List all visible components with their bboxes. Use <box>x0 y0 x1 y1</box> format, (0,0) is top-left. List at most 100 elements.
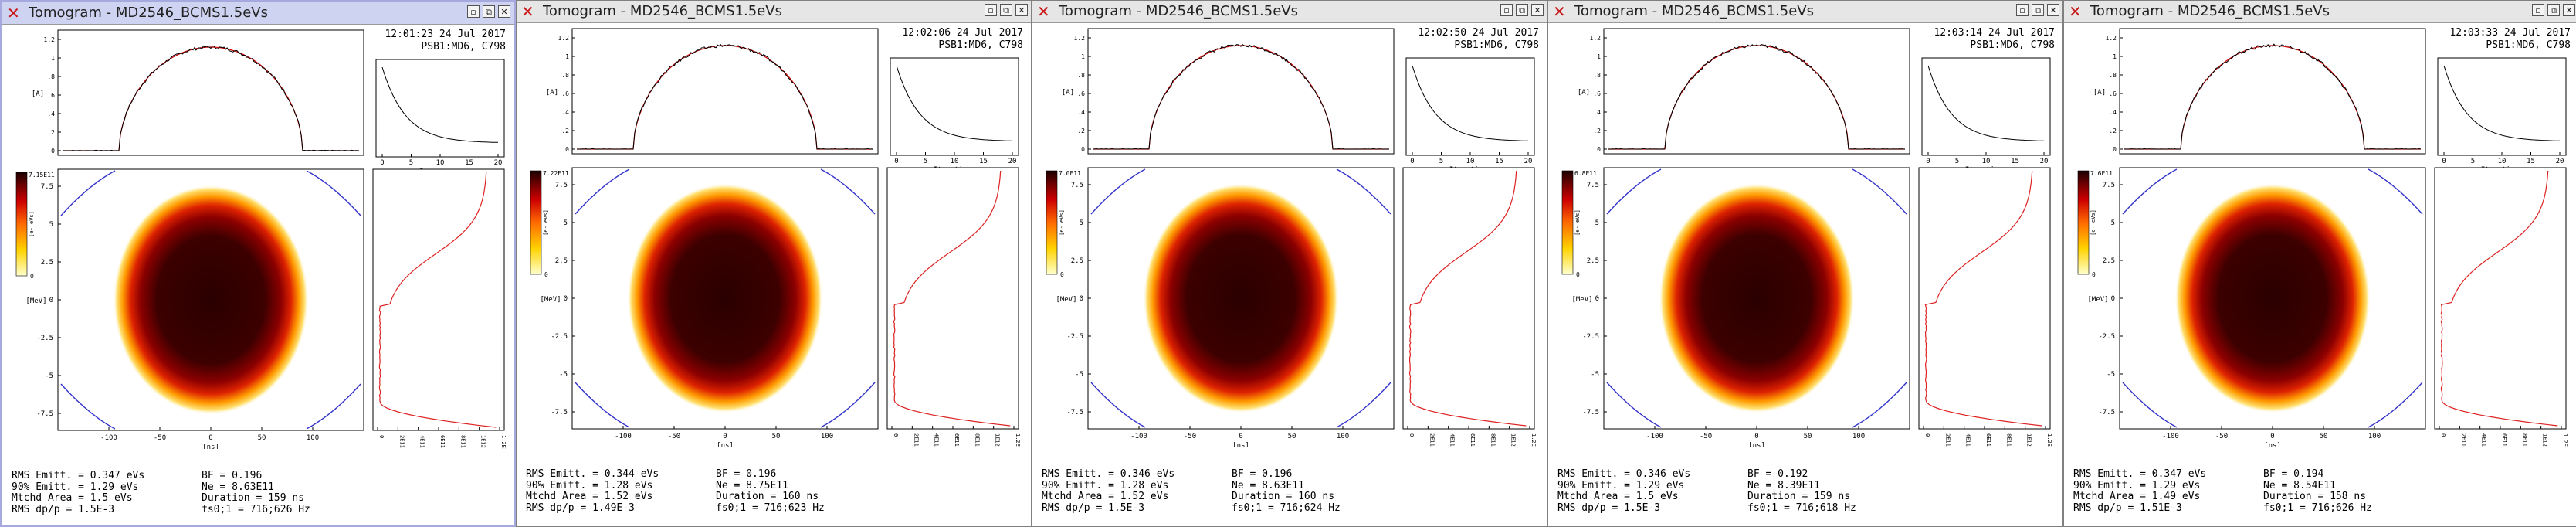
phase-ytick-label: 0 <box>1595 295 1599 303</box>
colorbar <box>15 172 28 277</box>
matched-area: Mtchd Area = 1.52 eVs <box>1042 491 1169 502</box>
phase-space-density <box>113 185 309 415</box>
phase-xtick-label: 50 <box>1804 433 1812 440</box>
app-close-x-icon[interactable]: ✕ <box>521 2 534 21</box>
window-titlebar[interactable]: ✕ Tomogram - MD2546_BCMS1.5eVs ▫ ⧉ ✕ <box>1548 1 2062 23</box>
phase-xtick-label: 50 <box>2320 433 2328 440</box>
profile-line <box>62 45 359 151</box>
separatrix-line <box>2122 382 2178 428</box>
app-close-x-icon[interactable]: ✕ <box>1553 2 1566 21</box>
tomogram-content: 12:01:23 24 Jul 2017 PSB1:MD6, C798 0 .2 .4.… <box>2 24 514 525</box>
particle-count: Ne = 8.63E11 <box>202 481 274 493</box>
profile-plot-frame <box>1087 28 1395 155</box>
rms-emittance: RMS Emitt. = 0.347 eVs <box>12 470 145 481</box>
profile-ytick-label: 1.2 <box>1074 35 1086 42</box>
separatrix-line <box>1606 168 1662 215</box>
phase-xtick-label: -100 <box>615 433 632 440</box>
profile-ytick-label: .2 <box>561 128 569 134</box>
profile-yunit: [A] <box>546 89 558 97</box>
restore-icon[interactable]: ⧉ <box>2032 4 2044 16</box>
window-title: Tomogram - MD2546_BCMS1.5eVs <box>1059 3 1298 19</box>
close-icon[interactable]: ✕ <box>2047 4 2059 16</box>
convergence-line <box>1412 65 1528 141</box>
rms-dpp: RMS dp/p = 1.5E-3 <box>1557 502 1661 514</box>
profile-ytick-label: 1.2 <box>1590 35 1602 42</box>
phase-xtick-label: 0 <box>208 434 212 442</box>
app-close-x-icon[interactable]: ✕ <box>2069 2 2082 21</box>
tomogram-window[interactable]: ✕ Tomogram - MD2546_BCMS1.5eVs ▫ ⧉ ✕ 12:02:06… <box>516 0 1032 527</box>
phase-ytick-label: -5 <box>2107 371 2115 379</box>
phase-ytick-label: -5 <box>1075 371 1083 379</box>
convergence-plot-frame <box>1405 57 1535 156</box>
side-xtick-label: 1E12 <box>1510 434 1517 447</box>
window-titlebar[interactable]: ✕ Tomogram - MD2546_BCMS1.5eVs ▫ ⧉ ✕ <box>2 2 514 25</box>
convergence-xtick-label: 10 <box>1466 158 1475 165</box>
tomogram-window[interactable]: ✕ Tomogram - MD2546_BCMS1.5eVs ▫ ⧉ ✕ 12:03:14… <box>1547 0 2063 527</box>
phase-ytick-label: 2.5 <box>1071 257 1083 265</box>
profile-plot-frame <box>571 28 879 155</box>
profile-ytick-label: .6 <box>2109 90 2117 97</box>
restore-icon[interactable]: ⧉ <box>483 5 495 18</box>
close-icon[interactable]: ✕ <box>1531 4 1544 16</box>
convergence-xtick-label: 5 <box>924 158 927 165</box>
close-icon[interactable]: ✕ <box>1015 4 1028 16</box>
emittance-90: 90% Emitt. = 1.28 eVs <box>526 479 653 491</box>
window-titlebar[interactable]: ✕ Tomogram - MD2546_BCMS1.5eVs ▫ ⧉ ✕ <box>2064 1 2576 23</box>
tomogram-window[interactable]: ✕ Tomogram - MD2546_BCMS1.5eVs ▫ ⧉ ✕ 12:02:50… <box>1032 0 1547 527</box>
separatrix-line <box>1090 382 1146 428</box>
phase-ytick-label: 2.5 <box>41 259 53 267</box>
profile-ytick-label: .2 <box>2109 128 2117 134</box>
profile-ytick-label: 0 <box>565 146 569 153</box>
tomogram-content: 12:03:33 24 Jul 2017 PSB1:MD6, C798 0 .2 .4.… <box>2064 22 2576 526</box>
tomogram-window[interactable]: ✕ Tomogram - MD2546_BCMS1.5eVs ▫ ⧉ ✕ 12:03:33… <box>2063 0 2576 527</box>
titlebar-buttons: ▫ ⧉ ✕ <box>2016 4 2059 16</box>
phase-ytick-label: 2.5 <box>2103 257 2115 265</box>
minimize-icon[interactable]: ▫ <box>2532 4 2544 16</box>
profile-plot-frame <box>1603 28 1910 155</box>
profile-ytick-label: 1 <box>1597 53 1601 60</box>
rms-dpp: RMS dp/p = 1.5E-3 <box>1042 502 1145 514</box>
plots-canvas: 0.2.4.6.811.2[A]05101520Iterations7.0E11… <box>1046 28 1537 447</box>
phase-xtick-label: 50 <box>1288 433 1296 440</box>
convergence-xtick-label: 0 <box>2442 158 2446 165</box>
convergence-line <box>2443 65 2560 141</box>
side-profile-line <box>1924 170 2042 427</box>
profile-ytick-label: .2 <box>47 129 55 136</box>
restore-icon[interactable]: ⧉ <box>2547 4 2560 16</box>
convergence-xtick-label: 5 <box>2471 158 2475 165</box>
bunch-duration: Duration = 160 ns <box>1232 491 1335 502</box>
profile-ytick-label: .8 <box>1077 72 1085 79</box>
convergence-xtick-label: 0 <box>1410 158 1414 165</box>
minimize-icon[interactable]: ▫ <box>467 5 480 18</box>
app-close-x-icon[interactable]: ✕ <box>7 4 20 22</box>
minimize-icon[interactable]: ▫ <box>2016 4 2029 16</box>
convergence-xtick-label: 5 <box>1955 158 1959 165</box>
phase-ytick-label: -7.5 <box>1066 409 1083 416</box>
phase-xtick-label: -50 <box>2215 433 2228 440</box>
colorbar <box>1561 170 1574 275</box>
profile-line <box>1093 43 1389 150</box>
minimize-icon[interactable]: ▫ <box>1500 4 1513 16</box>
profile-ytick-label: .6 <box>1077 90 1085 97</box>
side-profile-frame <box>2434 167 2567 430</box>
separatrix-line <box>575 382 630 428</box>
minimize-icon[interactable]: ▫ <box>985 4 997 16</box>
window-titlebar[interactable]: ✕ Tomogram - MD2546_BCMS1.5eVs ▫ ⧉ ✕ <box>517 1 1031 23</box>
restore-icon[interactable]: ⧉ <box>1000 4 1012 16</box>
restore-icon[interactable]: ⧉ <box>1516 4 1528 16</box>
profile-ytick-label: .8 <box>561 72 569 79</box>
app-close-x-icon[interactable]: ✕ <box>1037 2 1050 21</box>
separatrix-line <box>306 170 361 216</box>
rms-emittance: RMS Emitt. = 0.347 eVs <box>2073 468 2207 480</box>
beam-label: PSB1:MD6, C798 <box>1454 39 1539 51</box>
window-titlebar[interactable]: ✕ Tomogram - MD2546_BCMS1.5eVs ▫ ⧉ ✕ <box>1032 1 1547 23</box>
close-icon[interactable]: ✕ <box>498 5 510 18</box>
side-xtick-label: 1E12 <box>2026 434 2032 447</box>
titlebar-buttons: ▫ ⧉ ✕ <box>985 4 1028 16</box>
profile-ytick-label: .8 <box>2109 72 2117 79</box>
close-icon[interactable]: ✕ <box>2563 4 2575 16</box>
stats-panel: RMS Emitt. = 0.344 eVs BF = 0.196 90% Emit… <box>526 468 917 514</box>
separatrix-line <box>60 383 116 430</box>
tomogram-window[interactable]: ✕ Tomogram - MD2546_BCMS1.5eVs ▫ ⧉ ✕ 12:01:23… <box>0 0 516 527</box>
convergence-xtick-label: 5 <box>1439 158 1443 165</box>
